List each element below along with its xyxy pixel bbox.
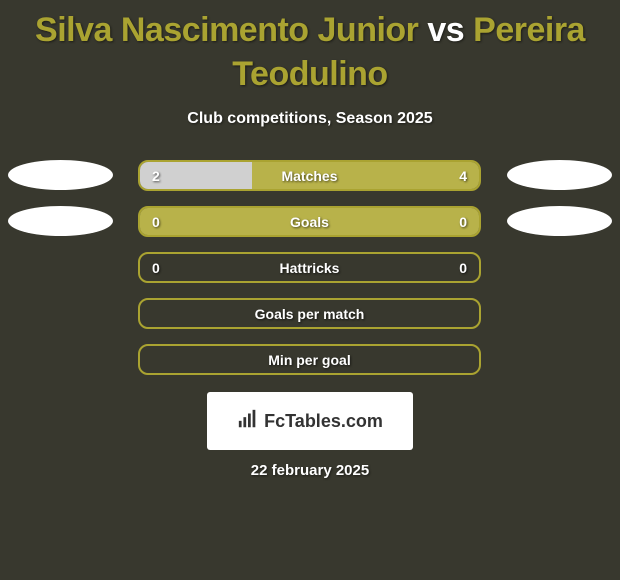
footer-brand-card[interactable]: FcTables.com (207, 392, 413, 450)
player-right-avatar (507, 160, 612, 190)
stat-row: Goals per match (0, 294, 620, 340)
stat-label: Min per goal (140, 352, 479, 368)
stat-bar: 00Hattricks (138, 252, 481, 283)
stat-row: Min per goal (0, 340, 620, 386)
footer-brand-text: FcTables.com (264, 411, 383, 432)
player-left-avatar (8, 206, 113, 236)
stat-bar: 24Matches (138, 160, 481, 191)
stat-bar: 00Goals (138, 206, 481, 237)
stat-label: Goals per match (140, 306, 479, 322)
stat-row: 00Hattricks (0, 248, 620, 294)
stat-row: 24Matches (0, 156, 620, 202)
footer-brand: FcTables.com (237, 408, 383, 435)
footer-date: 22 february 2025 (0, 462, 620, 479)
stat-bar: Goals per match (138, 298, 481, 329)
stat-label: Goals (140, 214, 479, 230)
player-left-avatar (8, 160, 113, 190)
page-title: Silva Nascimento Junior vs Pereira Teodu… (0, 0, 620, 96)
stat-row: 00Goals (0, 202, 620, 248)
stats-container: 24Matches 00Goals 00Hattricks Goals per mat… (0, 156, 620, 386)
stat-label: Hattricks (140, 260, 479, 276)
stat-label: Matches (140, 168, 479, 184)
player-right-avatar (507, 206, 612, 236)
stat-bar: Min per goal (138, 344, 481, 375)
subtitle: Club competitions, Season 2025 (0, 110, 620, 128)
chart-icon (237, 408, 259, 435)
